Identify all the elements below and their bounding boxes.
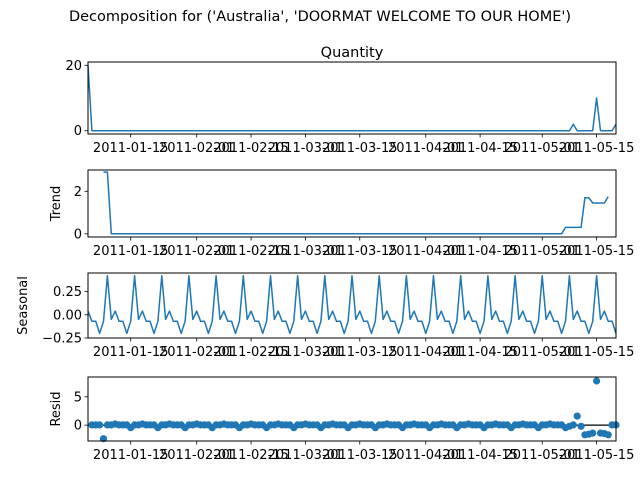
trend-line xyxy=(103,171,609,235)
xtick-label: 2011-03-15 xyxy=(322,244,398,259)
xtick-label: 2011-01-15 xyxy=(93,345,169,360)
xtick-label: 2011-05-15 xyxy=(559,345,635,360)
xtick-label: 2011-02-15 xyxy=(213,448,289,463)
xtick-label: 2011-04-15 xyxy=(442,244,518,259)
panel-resid: 05Resid2011-01-152011-02-012011-02-15201… xyxy=(49,376,635,463)
xtick-label: 2011-05-15 xyxy=(559,448,635,463)
panel-title: Quantity xyxy=(321,45,384,61)
xtick-label: 2011-05-01 xyxy=(504,345,580,360)
panels-group: 0202011-01-152011-02-012011-02-152011-03… xyxy=(16,59,634,463)
ytick-label: 0 xyxy=(74,124,82,139)
ytick-label: 0 xyxy=(74,227,82,242)
xtick-label: 2011-03-15 xyxy=(322,141,398,156)
figure-title: Decomposition for ('Australia', 'DOORMAT… xyxy=(69,9,571,25)
ytick-label: 5 xyxy=(74,390,82,405)
xtick-label: 2011-04-15 xyxy=(442,141,518,156)
resid-point xyxy=(589,429,597,437)
xtick-label: 2011-02-15 xyxy=(213,345,289,360)
ytick-label: −0.25 xyxy=(42,332,82,347)
resid-point xyxy=(593,377,601,385)
ytick-label: 0.00 xyxy=(53,308,82,323)
ytick-label: 20 xyxy=(65,59,82,74)
xtick-label: 2011-04-01 xyxy=(388,448,464,463)
panel-seasonal: 0.25 0.00 −0.25 Seasonal 2011-01-152011-02-0… xyxy=(16,272,635,360)
xtick-label: 2011-03-15 xyxy=(322,448,398,463)
xtick-label: 2011-02-01 xyxy=(159,448,235,463)
xtick-label: 2011-04-15 xyxy=(442,345,518,360)
xtick-label: 2011-01-15 xyxy=(93,141,169,156)
xtick-label: 2011-04-01 xyxy=(388,345,464,360)
ytick-label: 2 xyxy=(74,185,82,200)
ytick-label: 0 xyxy=(74,419,82,434)
resid-point xyxy=(573,412,581,420)
xtick-label: 2011-03-01 xyxy=(268,244,344,259)
xtick-label: 2011-05-15 xyxy=(559,141,635,156)
xtick-label: 2011-04-01 xyxy=(388,244,464,259)
xtick-label: 2011-05-01 xyxy=(504,448,580,463)
resid-ylabel: Resid xyxy=(49,391,64,426)
xtick-label: 2011-01-15 xyxy=(93,448,169,463)
xtick-label: 2011-02-15 xyxy=(213,244,289,259)
seasonal-frame xyxy=(87,272,617,339)
resid-point xyxy=(604,431,612,439)
xtick-label: 2011-04-15 xyxy=(442,448,518,463)
trend-frame xyxy=(87,169,617,238)
xtick-label: 2011-01-15 xyxy=(93,244,169,259)
resid-point xyxy=(577,422,585,430)
xtick-label: 2011-03-01 xyxy=(268,345,344,360)
resid-frame xyxy=(87,376,617,442)
trend-ylabel: Trend xyxy=(49,186,64,223)
panel-trend: 02Trend2011-01-152011-02-012011-02-15201… xyxy=(49,169,635,259)
xtick-label: 2011-02-01 xyxy=(159,244,235,259)
xtick-label: 2011-04-01 xyxy=(388,141,464,156)
observed-frame xyxy=(87,61,617,135)
seasonal-ylabel: Seasonal xyxy=(16,276,31,335)
xtick-label: 2011-02-01 xyxy=(159,141,235,156)
xtick-label: 2011-03-01 xyxy=(268,141,344,156)
seasonal-line xyxy=(87,275,617,335)
resid-point xyxy=(565,422,574,430)
xtick-label: 2011-03-01 xyxy=(268,448,344,463)
observed-line xyxy=(87,65,617,132)
xtick-label: 2011-05-01 xyxy=(504,141,580,156)
ytick-label: 0.25 xyxy=(53,285,82,300)
xtick-label: 2011-03-15 xyxy=(322,345,398,360)
xtick-label: 2011-02-01 xyxy=(159,345,235,360)
resid-point xyxy=(96,421,104,429)
xtick-label: 2011-05-15 xyxy=(559,244,635,259)
xtick-label: 2011-05-01 xyxy=(504,244,580,259)
panel-observed: 0202011-01-152011-02-012011-02-152011-03… xyxy=(65,59,634,156)
xtick-label: 2011-02-15 xyxy=(213,141,289,156)
